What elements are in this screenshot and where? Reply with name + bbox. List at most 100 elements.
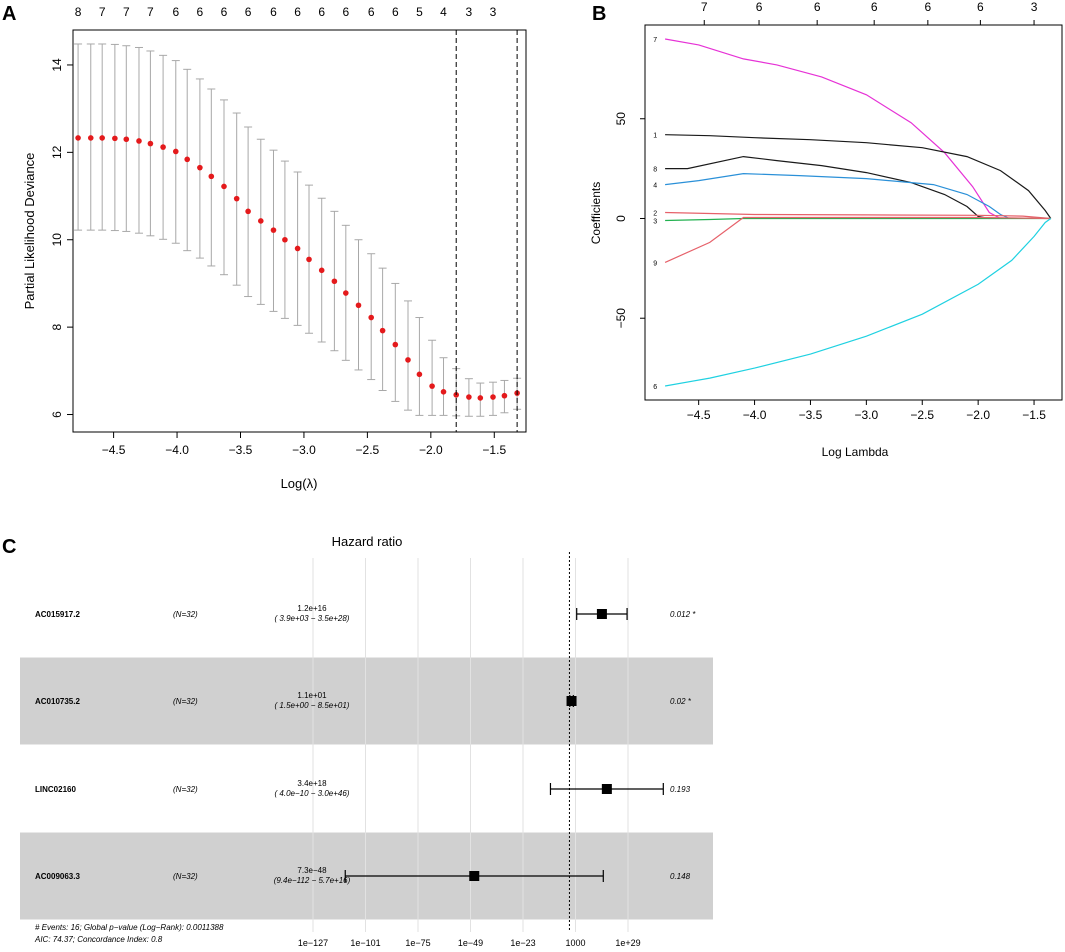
coefficient-path-6 [664, 218, 1052, 387]
forest-row-confidence-interval: ( 4.0e−10 − 3.0e+46) [275, 789, 350, 798]
coefficient-path-label: 7 [653, 37, 657, 44]
forest-x-tick-label: 1000 [565, 938, 585, 948]
forest-x-tick-label: 1e+29 [615, 938, 640, 948]
deviance-point [282, 236, 288, 243]
deviance-point [112, 135, 118, 142]
forest-row-p-value: 0.148 [670, 872, 691, 881]
top-variable-count: 5 [416, 5, 423, 19]
coefficient-path-label: 3 [653, 218, 657, 225]
panel-b-x-axis-label: Log Lambda [822, 445, 889, 459]
forest-row-hazard-ratio: 3.4e+18 [297, 779, 327, 788]
forest-row-variable: LINC02160 [35, 785, 76, 794]
panel-a-y-axis-label: Partial Likelihood Deviance [22, 153, 37, 310]
coefficient-path-label: 4 [653, 183, 657, 190]
deviance-point [245, 208, 251, 215]
y-tick-label: 14 [50, 58, 64, 72]
top-variable-count: 6 [977, 0, 984, 14]
coefficient-path-2 [665, 211, 1051, 220]
forest-row-variable: AC010735.2 [35, 697, 80, 706]
deviance-point [416, 371, 423, 378]
deviance-point [501, 392, 508, 399]
deviance-point [392, 341, 399, 348]
forest-x-tick-label: 1e−75 [405, 938, 430, 948]
top-variable-count: 6 [221, 5, 228, 19]
deviance-point [221, 183, 227, 190]
deviance-point [490, 394, 496, 400]
x-tick-label: −4.0 [165, 443, 189, 457]
panel-a-plot-frame [72, 29, 527, 433]
deviance-point [99, 135, 105, 141]
coefficient-path-7 [664, 38, 1001, 220]
top-variable-count: 6 [814, 0, 821, 14]
deviance-point [197, 164, 203, 171]
deviance-point [477, 395, 484, 401]
deviance-point [405, 357, 411, 363]
x-tick-label: −2.0 [966, 408, 990, 422]
panel-c-footer-aic: AIC: 74.37; Concordance Index: 0.8 [34, 935, 163, 944]
forest-row-sample-size: (N=32) [173, 610, 198, 619]
deviance-point [318, 267, 325, 274]
deviance-point [429, 383, 435, 389]
coefficient-path-label: 2 [653, 211, 657, 218]
x-tick-label: −3.0 [292, 443, 316, 457]
x-tick-label: −1.5 [482, 443, 506, 457]
coefficient-path-label: 8 [653, 167, 657, 174]
coefficient-path-9 [664, 216, 1051, 263]
deviance-point [355, 302, 362, 309]
forest-x-tick-label: 1e−23 [510, 938, 535, 948]
deviance-point [306, 256, 312, 263]
top-variable-count: 6 [756, 0, 763, 14]
panel-letter-a: A [2, 3, 16, 25]
top-variable-count: 4 [440, 5, 447, 19]
panel-c-title: Hazard ratio [332, 534, 403, 549]
deviance-point [184, 156, 191, 163]
x-tick-label: −3.5 [799, 408, 823, 422]
x-tick-label: −2.5 [356, 443, 380, 457]
x-tick-label: −4.5 [687, 408, 711, 422]
deviance-point [331, 278, 338, 285]
panel-b-plot-frame [644, 24, 1063, 401]
deviance-point [466, 394, 472, 400]
deviance-point [75, 135, 81, 141]
forest-row-hazard-ratio: 1.1e+01 [297, 691, 327, 700]
top-variable-count: 7 [123, 5, 130, 19]
top-variable-count: 7 [701, 0, 708, 14]
top-variable-count: 6 [294, 5, 301, 19]
forest-point-estimate [566, 696, 577, 706]
coefficient-path-8 [665, 155, 990, 220]
deviance-point [343, 290, 349, 296]
coefficient-path-4 [665, 172, 1010, 220]
forest-row-variable: AC009063.3 [35, 872, 80, 881]
deviance-point [257, 218, 264, 224]
deviance-point [136, 138, 142, 144]
x-tick-label: −2.0 [419, 443, 443, 457]
deviance-point [123, 136, 130, 143]
top-variable-count: 6 [342, 5, 349, 19]
top-variable-count: 6 [197, 5, 204, 19]
x-tick-label: −4.5 [102, 443, 126, 457]
coefficient-path-label: 9 [653, 260, 657, 267]
top-variable-count: 6 [172, 5, 179, 19]
top-variable-count: 6 [245, 5, 252, 19]
deviance-point [208, 173, 215, 180]
y-tick-label: 50 [614, 112, 628, 126]
forest-row-confidence-interval: ( 1.5e+00 − 8.5e+01) [275, 701, 350, 710]
deviance-point [379, 327, 386, 334]
deviance-point [270, 227, 277, 233]
forest-point-estimate [469, 871, 480, 881]
x-tick-label: −1.5 [1022, 408, 1046, 422]
deviance-point [368, 314, 374, 321]
y-tick-label: 0 [614, 215, 628, 222]
panel-letter-c: C [2, 536, 16, 558]
forest-row-variable: AC015917.2 [35, 610, 80, 619]
top-variable-count: 7 [147, 5, 154, 19]
x-tick-label: −3.5 [229, 443, 253, 457]
x-tick-label: −3.0 [855, 408, 879, 422]
panel-a-cv-deviance-plot: −4.5 −4.0 −3.5 −3.0 −2.5 −2.0 −1.5 6 8 10 12 14 8 7… [22, 5, 527, 491]
forest-row-confidence-interval: (9.4e−112 − 5.7e+16) [274, 876, 351, 885]
deviance-point [233, 195, 240, 202]
top-variable-count: 3 [1031, 0, 1038, 14]
top-variable-count: 3 [490, 5, 497, 19]
panel-letter-b: B [592, 3, 606, 25]
